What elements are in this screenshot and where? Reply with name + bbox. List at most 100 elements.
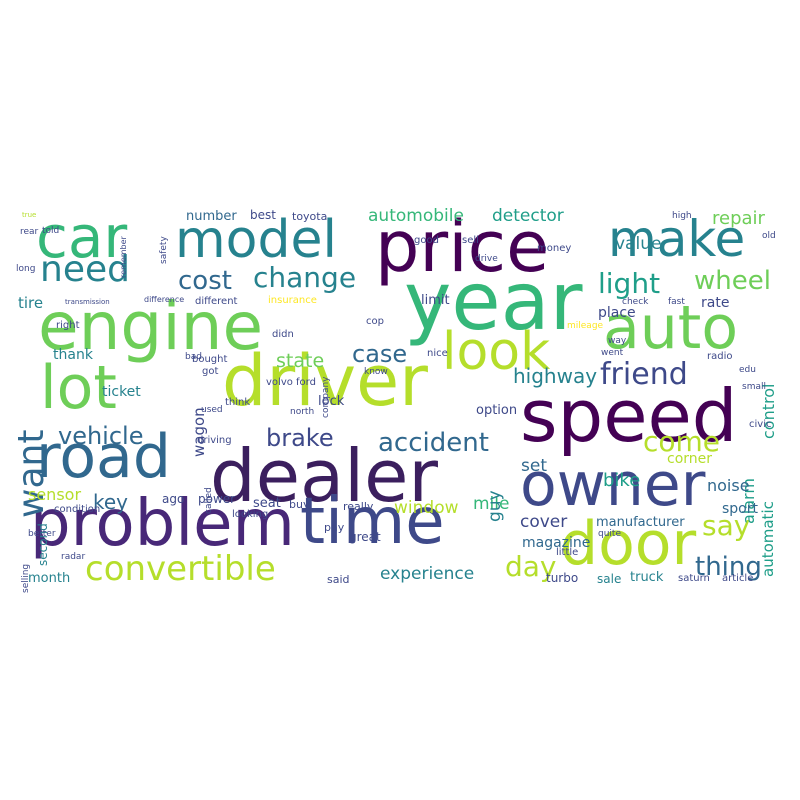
word-said: said xyxy=(327,573,350,586)
word-company: company xyxy=(321,376,331,418)
word-bike: bike xyxy=(603,470,641,491)
word-drive: drive xyxy=(475,254,498,264)
word-ticket: ticket xyxy=(102,384,141,400)
word-good: good xyxy=(414,235,439,246)
word-year: year xyxy=(404,255,583,348)
word-lot: lot xyxy=(40,353,117,423)
word-model: model xyxy=(175,210,337,270)
word-manufacturer: manufacturer xyxy=(596,515,685,530)
word-vehicle: vehicle xyxy=(58,422,144,450)
word-right: right xyxy=(56,320,80,331)
word-sport: sport xyxy=(722,501,758,517)
word-experience: experience xyxy=(380,564,475,584)
word-remember: remember xyxy=(119,236,128,279)
word-check: check xyxy=(622,297,649,307)
word-best: best xyxy=(250,208,276,222)
word-option: option xyxy=(476,403,518,418)
word-small: small xyxy=(742,382,766,392)
word-looking: looking xyxy=(232,509,269,520)
word-edu: edu xyxy=(739,365,756,375)
word-day: day xyxy=(505,550,557,583)
word-really: really xyxy=(343,500,374,513)
word-think: think xyxy=(225,397,251,408)
word-truck: truck xyxy=(630,570,664,585)
word-look: look xyxy=(442,322,551,382)
word-accident: accident xyxy=(378,428,489,458)
word-driving: driving xyxy=(197,435,232,446)
word-come: come xyxy=(643,425,721,458)
word-didn: didn xyxy=(272,329,294,340)
word-sensor: sensor xyxy=(28,485,82,504)
word-say: say xyxy=(702,509,751,542)
word-set: set xyxy=(521,456,547,476)
word-better: better xyxy=(28,529,56,539)
word-sell: sell xyxy=(462,235,479,246)
word-transmission: transmission xyxy=(65,298,110,306)
word-road: road xyxy=(36,422,171,492)
word-automatic: automatic xyxy=(759,501,777,577)
word-case: case xyxy=(352,340,408,368)
word-article: article xyxy=(722,573,754,584)
word-cop: cop xyxy=(366,316,384,327)
word-detector: detector xyxy=(492,206,564,226)
word-make: make xyxy=(608,210,746,268)
word-bought: bought xyxy=(192,354,228,365)
word-told: told xyxy=(42,226,60,236)
word-sale: sale xyxy=(597,572,622,586)
word-radar: radar xyxy=(61,552,86,562)
word-civic: civic xyxy=(749,419,772,430)
word-speed: speed xyxy=(520,374,738,458)
word-thing: thing xyxy=(695,552,762,582)
word-difference: difference xyxy=(144,295,185,304)
word-seat: seat xyxy=(253,496,281,511)
word-value: value xyxy=(615,234,662,254)
word-time: time xyxy=(300,485,445,559)
word-safety: safety xyxy=(159,236,169,265)
word-change: change xyxy=(253,261,357,294)
word-light: light xyxy=(598,267,661,300)
word-way: way xyxy=(608,336,627,346)
word-number: number xyxy=(186,209,237,224)
word-volvo-ford: volvo ford xyxy=(266,377,316,388)
word-engine: engine xyxy=(38,288,264,365)
word-dealer: dealer xyxy=(210,434,439,518)
word-used: used xyxy=(201,405,223,415)
word-lock: lock xyxy=(318,394,345,409)
word-nice: nice xyxy=(427,348,448,359)
word-saturn: saturn xyxy=(678,573,710,584)
word-auto: auto xyxy=(603,293,739,363)
word-know: know xyxy=(364,367,388,377)
word-month: month xyxy=(28,571,71,586)
word-little: little xyxy=(556,547,579,558)
word-high: high xyxy=(672,211,692,221)
word-selling: selling xyxy=(21,563,31,593)
word-mileage: mileage xyxy=(567,321,604,331)
word-called: called xyxy=(204,487,214,515)
word-insurance: insurance xyxy=(268,295,317,306)
word-quite: quite xyxy=(598,529,621,539)
word-car: car xyxy=(36,203,128,271)
word-cloud: speed dealer owner year price driver problem ti… xyxy=(0,200,800,600)
word-magazine: magazine xyxy=(522,535,591,551)
word-friend: friend xyxy=(600,357,688,392)
word-rear: rear xyxy=(20,227,39,237)
word-automobile: automobile xyxy=(368,206,464,226)
word-fast: fast xyxy=(668,297,685,307)
word-condition: condition xyxy=(54,504,101,515)
word-highway: highway xyxy=(513,364,598,388)
word-cover: cover xyxy=(520,512,568,532)
word-rate: rate xyxy=(701,295,730,311)
word-turbo: turbo xyxy=(546,571,579,585)
word-mile: mile xyxy=(473,494,510,514)
word-price: price xyxy=(375,206,550,288)
word-buy: buy xyxy=(289,498,310,511)
word-bad: bad xyxy=(185,352,202,362)
word-brake: brake xyxy=(266,424,334,452)
word-limit: limit xyxy=(421,293,450,308)
word-control: control xyxy=(759,383,778,440)
word-place: place xyxy=(598,305,636,321)
word-thank: thank xyxy=(53,347,93,363)
word-convertible: convertible xyxy=(85,549,276,589)
word-old: old xyxy=(762,231,776,241)
word-pay: pay xyxy=(324,521,345,534)
